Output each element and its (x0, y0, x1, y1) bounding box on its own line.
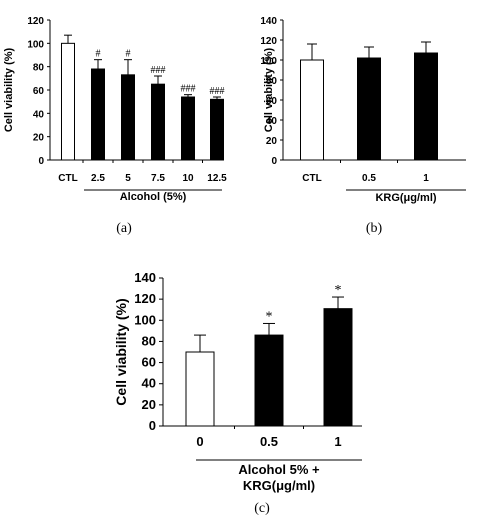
significance-marker: # (96, 49, 101, 60)
bar (91, 68, 105, 161)
y-tick-label: 140 (134, 270, 156, 285)
y-tick-label: 20 (142, 397, 156, 412)
y-tick-label: 40 (142, 376, 156, 391)
bar (121, 74, 135, 161)
y-axis-label: Cell viability (%) (263, 47, 275, 132)
category-label: CTL (58, 173, 77, 184)
panel-label: (b) (366, 221, 383, 236)
y-tick-label: 120 (27, 16, 44, 27)
category-label: 2.5 (91, 173, 105, 184)
chart-panel-b: 0 20 40 60 80 100 120 140 CTL 0.5 1 Cell viability … (260, 16, 466, 236)
bar (323, 308, 353, 427)
y-tick-label: 20 (266, 136, 278, 147)
y-tick-label: 60 (266, 96, 278, 107)
y-tick-label: 100 (27, 39, 44, 50)
bar (181, 96, 195, 161)
y-tick-label: 60 (142, 355, 156, 370)
category-label: 5 (125, 173, 131, 184)
y-tick-label: 120 (260, 36, 277, 47)
significance-marker: # (126, 49, 131, 60)
category-label: 0.5 (260, 434, 278, 449)
y-tick-label: 0 (38, 156, 44, 167)
y-axis-label: Cell viability (%) (113, 298, 129, 405)
y-tick-label: 100 (134, 312, 156, 327)
bar (300, 59, 324, 161)
group-label-2: KRG(μg/ml) (243, 478, 315, 493)
category-label: 1 (334, 434, 341, 449)
category-label: CTL (302, 173, 321, 184)
y-tick-label: 20 (33, 133, 45, 144)
category-label: 7.5 (151, 173, 165, 184)
bar (357, 57, 381, 161)
bar (210, 98, 224, 161)
group-label: Alcohol 5% + (238, 462, 320, 477)
y-tick-label: 120 (134, 291, 156, 306)
bar (61, 42, 75, 161)
y-tick-label: 0 (271, 156, 277, 167)
y-tick-label: 140 (260, 16, 277, 27)
panel-label: (c) (254, 501, 270, 516)
y-tick-label: 0 (149, 418, 156, 433)
category-label: 0.5 (362, 173, 376, 184)
significance-marker: * (335, 283, 342, 298)
category-label: 1 (423, 173, 429, 184)
y-tick-label: 80 (266, 76, 278, 87)
y-axis-label: Cell viability (%) (3, 47, 15, 132)
chart-panel-c: 0 20 40 60 80 100 120 140 0 0.5 * 1 * Cell viability … (113, 270, 362, 516)
bar (414, 52, 438, 161)
y-tick-label: 40 (33, 109, 45, 120)
group-label: Alcohol (5%) (120, 191, 187, 203)
panel-label: (a) (116, 221, 132, 236)
category-label: 0 (196, 434, 203, 449)
y-tick-label: 80 (142, 333, 156, 348)
significance-marker: ### (181, 84, 196, 95)
y-tick-label: 100 (260, 56, 277, 67)
bar (185, 351, 215, 427)
group-label: KRG(μg/ml) (375, 192, 436, 204)
category-label: 12.5 (207, 173, 227, 184)
bar (254, 334, 284, 427)
category-label: 10 (182, 173, 194, 184)
significance-marker: ### (151, 65, 166, 76)
y-tick-label: 60 (33, 86, 45, 97)
chart-panel-a: 0 20 40 60 80 100 120 CTL 2.5 #5 #7.5 ### 10 ### 12.5 #… (3, 16, 227, 236)
y-tick-label: 80 (33, 63, 45, 74)
significance-marker: ### (210, 86, 225, 97)
bar (151, 83, 165, 161)
y-tick-label: 40 (266, 116, 278, 127)
significance-marker: * (266, 309, 273, 324)
